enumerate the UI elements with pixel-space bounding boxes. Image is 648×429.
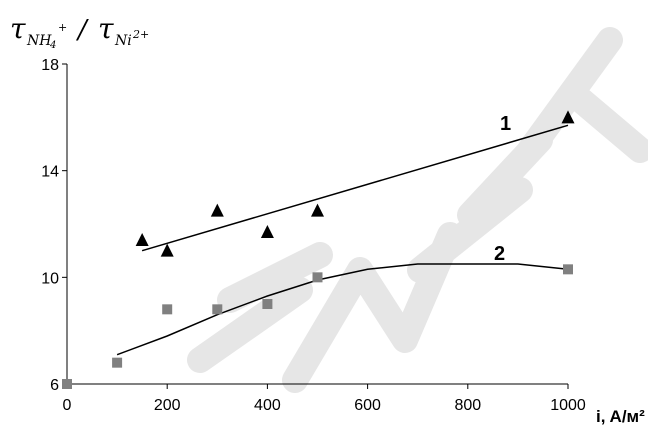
y-label-sub-2-charge: 2+ <box>132 28 149 41</box>
data-point-series-1 <box>210 203 224 217</box>
y-label-sub-1-charge: + <box>58 21 67 34</box>
series-label-2: 2 <box>494 243 505 265</box>
markers <box>62 110 575 389</box>
data-point-series-1 <box>135 233 149 246</box>
y-tick-label: 10 <box>41 270 59 287</box>
x-tick-label: 600 <box>354 397 381 414</box>
y-tick-label: 14 <box>41 164 59 181</box>
y-label-sub-1-index: 4 <box>49 40 56 51</box>
y-label-sub-1: NH <box>26 33 52 49</box>
x-axis-label: i, A/м² <box>596 407 645 426</box>
ticks: 6 10 14 18 0 200 400 600 800 1000 <box>41 57 586 414</box>
y-tick-label: 18 <box>41 57 59 74</box>
x-tick-label: 800 <box>454 397 481 414</box>
trend-line-series-1 <box>141 124 569 252</box>
x-tick-label: 0 <box>63 397 72 414</box>
y-label-slash: / <box>75 15 89 45</box>
y-label-sub-2: Ni <box>114 33 132 49</box>
trend-lines <box>116 124 569 356</box>
y-tick-label: 6 <box>50 377 59 394</box>
x-tick-label: 400 <box>254 397 281 414</box>
data-point-series-2 <box>212 304 223 315</box>
trend-line-series-2 <box>116 263 569 356</box>
data-point-series-1 <box>311 203 324 217</box>
y-axis-label: τ NH 4 + / τ Ni 2+ <box>10 12 149 51</box>
data-point-series-2 <box>62 379 72 389</box>
data-point-series-1 <box>160 243 174 257</box>
series-label-1: 1 <box>500 113 511 135</box>
watermark <box>187 27 648 393</box>
data-point-series-1 <box>561 110 575 124</box>
data-point-series-2 <box>563 264 573 275</box>
data-point-series-2 <box>112 357 123 368</box>
data-point-series-2 <box>162 304 173 315</box>
y-label-tau-1: τ <box>10 12 26 45</box>
y-label-tau-2: τ <box>98 12 114 45</box>
x-tick-label: 200 <box>154 397 181 414</box>
data-point-series-2 <box>262 299 273 309</box>
data-point-series-1 <box>260 225 274 238</box>
data-point-series-2 <box>312 272 323 283</box>
x-tick-label: 1000 <box>550 397 586 414</box>
